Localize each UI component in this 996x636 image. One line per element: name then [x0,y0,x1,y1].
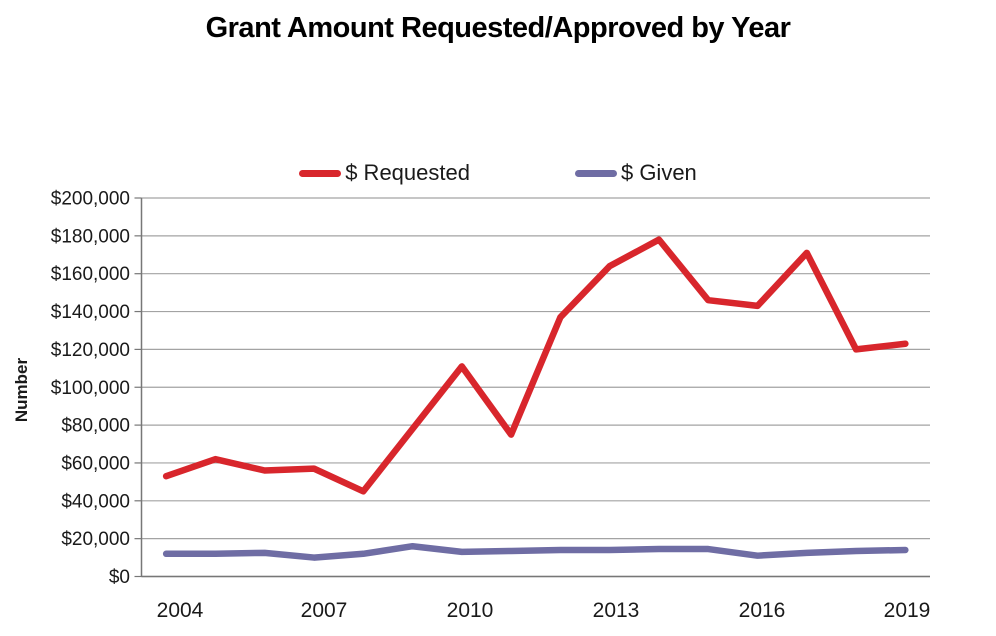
chart-title: Grant Amount Requested/Approved by Year [205,12,791,44]
legend-item-given: $ Given [574,160,697,186]
series-line-given [162,542,909,561]
x-tick-label: 2019 [884,599,931,622]
y-tick-label: $40,000 [61,491,130,512]
y-tick-label: $180,000 [51,226,130,247]
x-tick-label: 2004 [157,599,204,622]
series-line-requested [162,236,909,495]
y-tick-label: $60,000 [61,453,130,474]
y-tick-label: $120,000 [51,340,130,361]
legend-item-requested: $ Requested [299,160,470,186]
y-tick-label: $100,000 [51,378,130,399]
x-tick-label: 2010 [447,599,494,622]
legend: $ Requested $ Given [0,160,996,186]
y-tick-label: $200,000 [51,189,130,210]
legend-label-requested: $ Requested [345,160,470,185]
x-tick-label: 2007 [301,599,348,622]
legend-label-given: $ Given [620,160,697,185]
y-tick-label: $20,000 [61,529,130,550]
x-tick-label: 2016 [739,599,786,622]
y-tick-label: $140,000 [51,302,130,323]
requested-line-swatch-icon [299,169,342,177]
y-tick-label: $0 [109,567,130,588]
x-tick-label: 2013 [593,599,640,622]
y-tick-label: $160,000 [51,264,130,285]
y-tick-label: $80,000 [61,416,130,437]
given-line-swatch-icon [574,169,617,177]
